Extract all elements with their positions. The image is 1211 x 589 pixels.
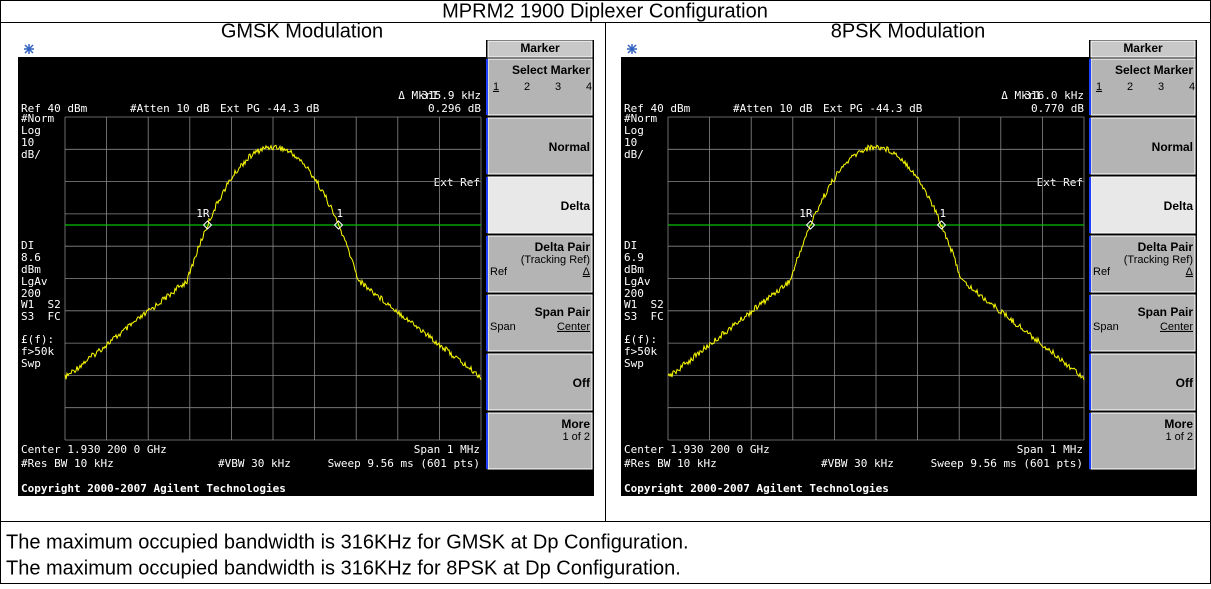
softkey-option: Span (490, 321, 516, 333)
softkey-note: 1 of 2 (1165, 431, 1193, 443)
center-freq: Center 1.930 200 0 GHz (21, 443, 167, 456)
center-freq: Center 1.930 200 0 GHz (624, 443, 770, 456)
annotation: S3 FC (624, 310, 664, 323)
softkey-label: Normal (1152, 140, 1193, 154)
softkey-option: Ref (490, 266, 508, 278)
ext-pg: Ext PG -44.3 dB (220, 102, 320, 115)
marker-label: 1R (799, 207, 813, 220)
softkey-label: Delta Pair (535, 240, 591, 254)
panel-heading: 8PSK Modulation (831, 20, 986, 42)
annotation: dB/ (624, 148, 644, 161)
ext-pg: Ext PG -44.3 dB (823, 102, 923, 115)
softkey-note: 1 of 2 (562, 431, 590, 443)
softkey-label: Delta (561, 199, 591, 213)
date: Jun 13, 2008 (150, 42, 229, 55)
time: 14:48:12 (691, 42, 744, 55)
attenuation: #Atten 10 dB (130, 102, 210, 115)
annotation: S3 FC (21, 310, 61, 323)
softkey-label: Off (573, 376, 591, 390)
marker-level: 0.296 dB (428, 102, 481, 115)
softkey-option: 4 (1189, 81, 1195, 93)
vbw: #VBW 30 kHz (821, 457, 894, 470)
softkey-label: Normal (549, 140, 590, 154)
softkey-label: Delta (1164, 199, 1194, 213)
annotation: dB/ (21, 148, 41, 161)
softkey-option: 3 (555, 81, 561, 93)
softkey-option: Center (557, 321, 590, 333)
softkey-label: Off (1176, 376, 1194, 390)
time: 14:23:24 (88, 42, 141, 55)
marker-label: 1 (940, 207, 947, 220)
softkey-option: Span (1093, 321, 1119, 333)
marker-freq: 316.0 kHz (1024, 89, 1084, 102)
span: Span 1 MHz (414, 443, 480, 456)
softkey-label: More (1164, 417, 1193, 431)
attenuation: #Atten 10 dB (733, 102, 813, 115)
brand: Agilent (40, 43, 78, 55)
copyright: Copyright 2000-2007 Agilent Technologies (624, 482, 889, 495)
softkey-note: (Tracking Ref) (1124, 254, 1193, 266)
marker-freq: 315.9 kHz (421, 89, 481, 102)
mode: R L (1041, 42, 1061, 55)
softkey-option: 4 (586, 81, 592, 93)
marker-level: 0.770 dB (1031, 102, 1084, 115)
sweep: Sweep 9.56 ms (601 pts) (931, 457, 1083, 470)
softkey-option: 2 (1127, 81, 1133, 93)
softkey-label: More (561, 417, 590, 431)
footer-line: The maximum occupied bandwidth is 316KHz… (6, 531, 689, 553)
marker-label: 1R (196, 207, 210, 220)
ext-ref: Ext Ref (1037, 176, 1083, 189)
softkey-option: Ref (1093, 266, 1111, 278)
date: Jun 13, 2008 (753, 42, 832, 55)
annotation: Swp (624, 357, 644, 370)
softkey-option: Δ (583, 266, 591, 278)
softkey-option: Center (1160, 321, 1193, 333)
softkey-option: 2 (524, 81, 530, 93)
ext-ref: Ext Ref (434, 176, 480, 189)
page: MPRM2 1900 Diplexer Configuration The ma… (0, 0, 1211, 584)
softkey-label: Span Pair (535, 305, 591, 319)
vbw: #VBW 30 kHz (218, 457, 291, 470)
menu-title: Marker (520, 41, 560, 55)
softkey-label: Span Pair (1138, 305, 1194, 319)
softkey-option: Δ (1186, 266, 1194, 278)
brand: Agilent (643, 43, 681, 55)
softkey-note: (Tracking Ref) (521, 254, 590, 266)
menu-title: Marker (1123, 41, 1163, 55)
softkey-option: 1 (1096, 81, 1102, 93)
softkey-label: Delta Pair (1138, 240, 1194, 254)
logo-icon (627, 44, 637, 54)
footer-line: The maximum occupied bandwidth is 316KHz… (6, 557, 681, 579)
annotation: Swp (21, 357, 41, 370)
logo-icon (24, 44, 34, 54)
copyright: Copyright 2000-2007 Agilent Technologies (21, 482, 286, 495)
marker-label: 1 (337, 207, 344, 220)
softkey-option: 1 (493, 81, 499, 93)
softkey-label: Select Marker (1115, 63, 1193, 77)
panel-heading: GMSK Modulation (221, 20, 383, 42)
sweep: Sweep 9.56 ms (601 pts) (328, 457, 480, 470)
res-bw: #Res BW 10 kHz (624, 457, 717, 470)
span: Span 1 MHz (1017, 443, 1083, 456)
res-bw: #Res BW 10 kHz (21, 457, 114, 470)
softkey-label: Select Marker (512, 63, 590, 77)
softkey-option: 3 (1158, 81, 1164, 93)
title: MPRM2 1900 Diplexer Configuration (442, 0, 768, 22)
mode: R L (438, 42, 458, 55)
